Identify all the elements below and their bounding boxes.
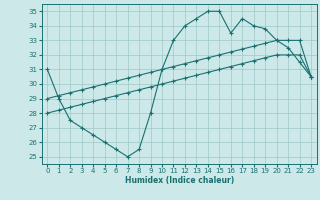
X-axis label: Humidex (Indice chaleur): Humidex (Indice chaleur) <box>124 176 234 185</box>
